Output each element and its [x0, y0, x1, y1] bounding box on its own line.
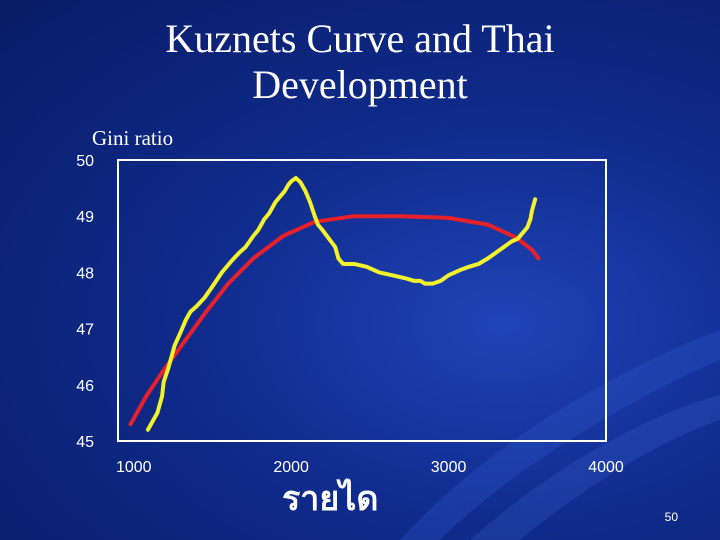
- title-line-2: Development: [252, 62, 468, 107]
- x-tick-label: 4000: [588, 459, 624, 476]
- x-tick-label: 1000: [116, 459, 152, 476]
- y-tick-label: 47: [76, 322, 94, 339]
- series-lines: [128, 175, 541, 432]
- y-tick-label: 46: [76, 378, 94, 395]
- slide-title: Kuznets Curve and Thai Development: [0, 16, 720, 108]
- x-axis-caption: รายได: [282, 479, 379, 519]
- y-tick-label: 45: [76, 434, 94, 451]
- series-line-2: [145, 175, 538, 432]
- x-tick-labels: 1000 2000 3000 4000: [116, 459, 624, 476]
- x-tick-label: 3000: [431, 459, 467, 476]
- series-line-1: [128, 214, 541, 427]
- y-axis-label: Gini ratio: [92, 126, 174, 150]
- y-tick-labels: 45 46 47 48 49 50: [76, 153, 94, 451]
- slide-number: 50: [664, 510, 678, 524]
- plot-area: [117, 159, 607, 442]
- title-line-1: Kuznets Curve and Thai: [165, 16, 555, 61]
- x-tick-label: 2000: [273, 459, 309, 476]
- y-tick-label: 49: [76, 209, 94, 226]
- y-tick-label: 50: [76, 153, 94, 170]
- y-tick-label: 48: [76, 265, 94, 282]
